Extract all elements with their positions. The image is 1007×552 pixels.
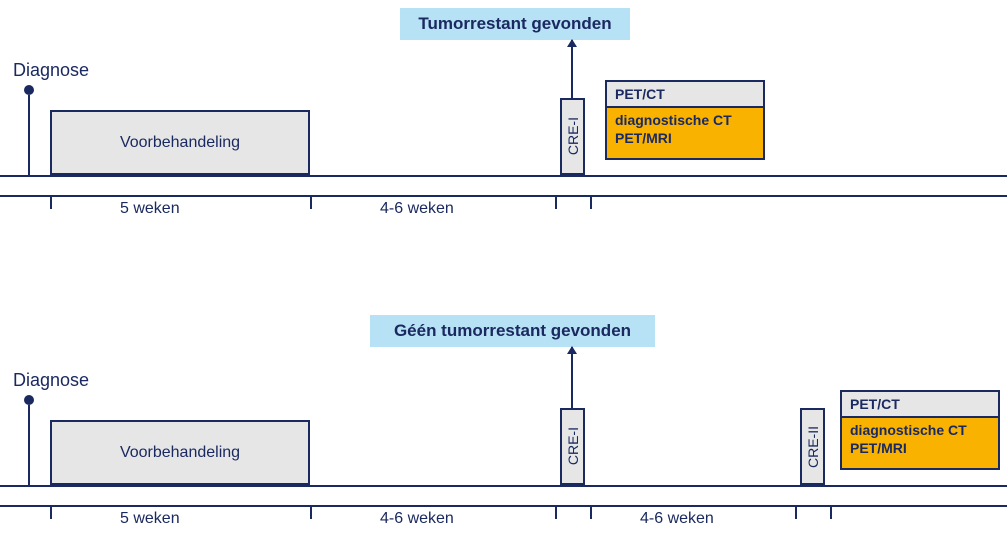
interval-2-0: 5 weken: [120, 510, 180, 528]
axis-top-2: [0, 485, 1007, 487]
axis-tick: [555, 195, 557, 209]
voorbehandeling-box-1: Voorbehandeling: [50, 110, 310, 175]
arrow-2: [571, 347, 573, 408]
petct-group-1: PET/CT diagnostische CT PET/MRI: [605, 80, 765, 160]
petct-bot-2: diagnostische CT PET/MRI: [840, 418, 1000, 470]
diagnose-pin-1: [28, 95, 30, 175]
cre2-label-2: CRE-II: [805, 426, 821, 468]
cre1-label-1: CRE-I: [565, 117, 581, 155]
title-box-1: Tumorrestant gevonden: [400, 8, 630, 40]
petct-group-2: PET/CT diagnostische CT PET/MRI: [840, 390, 1000, 470]
diagnose-label-1: Diagnose: [13, 60, 89, 81]
petct-bot-1: diagnostische CT PET/MRI: [605, 108, 765, 160]
diagnose-label-2: Diagnose: [13, 370, 89, 391]
axis-tick: [830, 505, 832, 519]
axis-tick: [590, 195, 592, 209]
cre1-box-1: CRE-I: [560, 98, 585, 175]
cre1-label-2: CRE-I: [565, 427, 581, 465]
interval-2-2: 4-6 weken: [640, 510, 714, 528]
axis-tick: [50, 505, 52, 519]
petct-bot-line1-2: diagnostische CT: [850, 422, 967, 438]
axis-top-1: [0, 175, 1007, 177]
arrow-1: [571, 40, 573, 98]
petct-bot-line2-2: PET/MRI: [850, 440, 907, 456]
voorbehandeling-box-2: Voorbehandeling: [50, 420, 310, 485]
petct-top-1: PET/CT: [605, 80, 765, 108]
axis-tick: [555, 505, 557, 519]
cre2-box-2: CRE-II: [800, 408, 825, 485]
axis-tick: [590, 505, 592, 519]
axis-tick: [50, 195, 52, 209]
axis-tick: [310, 505, 312, 519]
petct-bot-line1-1: diagnostische CT: [615, 112, 732, 128]
petct-top-2: PET/CT: [840, 390, 1000, 418]
axis-bottom-2: [0, 505, 1007, 507]
interval-1-1: 4-6 weken: [380, 200, 454, 218]
axis-tick: [795, 505, 797, 519]
axis-tick: [310, 195, 312, 209]
axis-bottom-1: [0, 195, 1007, 197]
title-box-2: Géén tumorrestant gevonden: [370, 315, 655, 347]
interval-1-0: 5 weken: [120, 200, 180, 218]
cre1-box-2: CRE-I: [560, 408, 585, 485]
diagnose-pin-2: [28, 405, 30, 485]
petct-bot-line2-1: PET/MRI: [615, 130, 672, 146]
interval-2-1: 4-6 weken: [380, 510, 454, 528]
